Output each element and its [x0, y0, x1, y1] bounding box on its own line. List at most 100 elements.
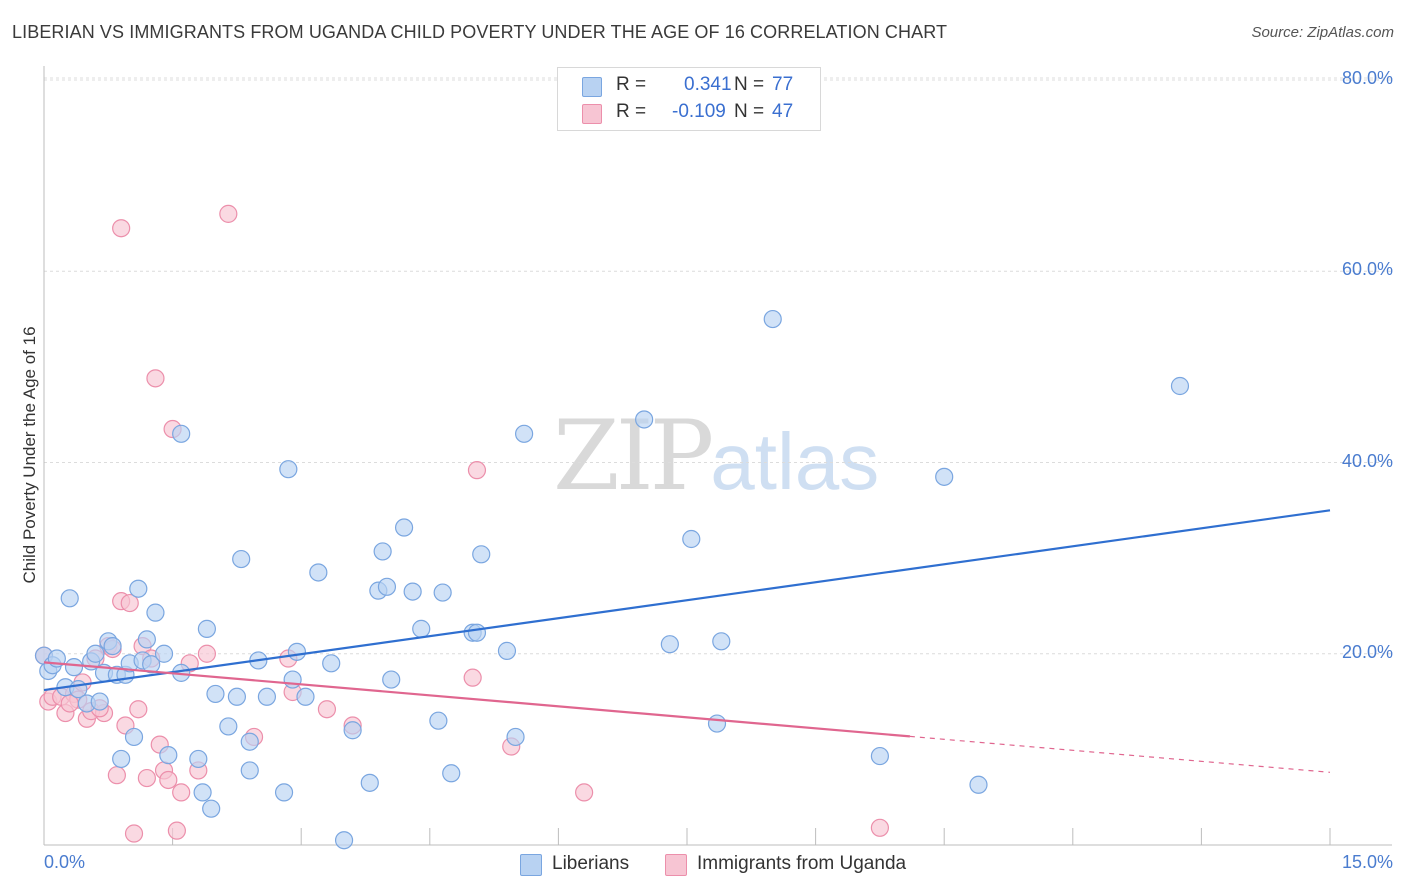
uganda-point	[172, 783, 191, 802]
uganda-point	[146, 369, 165, 388]
liberians-point	[403, 582, 422, 601]
liberians-point	[334, 831, 354, 850]
liberians-point	[467, 623, 487, 642]
y-tick-label: 20.0%	[1341, 641, 1393, 662]
y-tick-label: 80.0%	[1341, 68, 1393, 88]
r-label: R =	[616, 101, 647, 122]
liberians-swatch	[582, 77, 602, 97]
liberians-point	[433, 583, 452, 602]
liberians-point	[227, 687, 246, 706]
uganda-point	[120, 593, 139, 613]
uganda-point	[467, 461, 487, 480]
liberians-point	[279, 460, 298, 479]
uganda-point	[317, 700, 337, 719]
x-tick-label-max: 15.0%	[1341, 852, 1393, 872]
liberians-point	[472, 545, 491, 564]
liberians-point	[429, 711, 448, 730]
liberians-point	[712, 632, 731, 651]
liberians-point	[154, 644, 174, 663]
r-label: R =	[616, 74, 647, 95]
liberians-point	[707, 714, 727, 733]
liberians-point	[515, 424, 534, 443]
uganda-point	[137, 768, 156, 788]
liberians-point	[86, 644, 105, 663]
r-value: -0.109	[672, 101, 726, 122]
liberians-point	[90, 692, 109, 711]
liberians-point	[442, 764, 461, 783]
liberians-point	[274, 783, 294, 802]
liberians-point	[206, 684, 225, 704]
r-value: 0.341	[684, 74, 732, 95]
liberians-point	[103, 636, 122, 656]
liberians-point	[870, 746, 890, 766]
liberians-point	[64, 658, 84, 677]
y-axis-label: Child Poverty Under the Age of 16	[20, 326, 39, 584]
liberians-point	[219, 717, 238, 736]
y-tick-label: 60.0%	[1341, 259, 1393, 280]
liberians-point	[382, 670, 401, 689]
source-label: Source: ZipAtlas.com	[1251, 24, 1394, 41]
liberians-point	[240, 761, 259, 780]
liberians-trend-line	[43, 509, 1331, 692]
liberians-point	[283, 670, 302, 689]
liberians-point	[137, 630, 156, 649]
liberians-point	[394, 518, 414, 537]
liberians-point	[412, 619, 431, 638]
liberians-point	[1170, 376, 1190, 396]
n-value: 47	[772, 101, 794, 122]
uganda-point	[129, 700, 148, 719]
n-label: N =	[734, 101, 765, 122]
uganda-point	[197, 644, 216, 663]
liberians-point	[935, 467, 954, 486]
liberians-point	[142, 655, 161, 674]
uganda-trend-line	[43, 661, 911, 738]
liberians-point	[506, 727, 525, 747]
legend-label: Liberians	[552, 853, 630, 874]
liberians-point	[296, 687, 315, 706]
watermark-atlas: atlas	[710, 417, 880, 506]
liberians-point	[660, 635, 679, 654]
liberians-point	[257, 687, 277, 706]
liberians-point	[763, 309, 782, 329]
liberians-point	[189, 749, 208, 769]
liberians-point	[240, 732, 259, 751]
watermark: ZIPatlas	[553, 400, 879, 512]
liberians-point	[232, 549, 251, 569]
uganda-swatch	[582, 104, 602, 124]
liberians-point	[159, 746, 178, 765]
liberians-point	[343, 721, 362, 740]
uganda-point	[167, 821, 186, 840]
liberians-point	[172, 424, 191, 443]
liberians-point	[287, 642, 307, 661]
n-value: 77	[772, 74, 794, 95]
liberians-point	[322, 654, 341, 673]
liberians-point	[969, 775, 988, 794]
liberians-point	[193, 783, 212, 802]
liberians-point	[146, 603, 165, 622]
uganda-point	[124, 824, 144, 843]
uganda-point	[107, 766, 126, 785]
uganda-point	[112, 219, 131, 238]
liberians-point	[497, 641, 517, 660]
chart-title: LIBERIAN VS IMMIGRANTS FROM UGANDA CHILD…	[12, 22, 948, 42]
liberians-point	[202, 799, 221, 818]
liberians-point	[373, 542, 392, 561]
watermark-zip: ZIP	[553, 400, 714, 512]
x-tick-label-min: 0.0%	[44, 852, 86, 872]
y-tick-label: 40.0%	[1341, 450, 1393, 471]
liberians-point	[112, 749, 131, 769]
liberians-point	[682, 529, 701, 549]
uganda-point	[159, 770, 178, 790]
uganda-point	[219, 204, 238, 223]
legend-label: Immigrants from Uganda	[697, 853, 907, 874]
liberians-point	[129, 579, 148, 598]
liberians-point	[124, 727, 144, 747]
uganda-trend-extension	[909, 735, 1331, 773]
liberians-point	[309, 563, 328, 582]
liberians-swatch	[520, 854, 542, 876]
liberians-point	[360, 773, 379, 792]
liberians-point	[377, 577, 397, 596]
stats-legend: R = 0.341 N = 77 R = -0.109 N = 47	[557, 67, 821, 131]
liberians-point	[60, 589, 79, 608]
